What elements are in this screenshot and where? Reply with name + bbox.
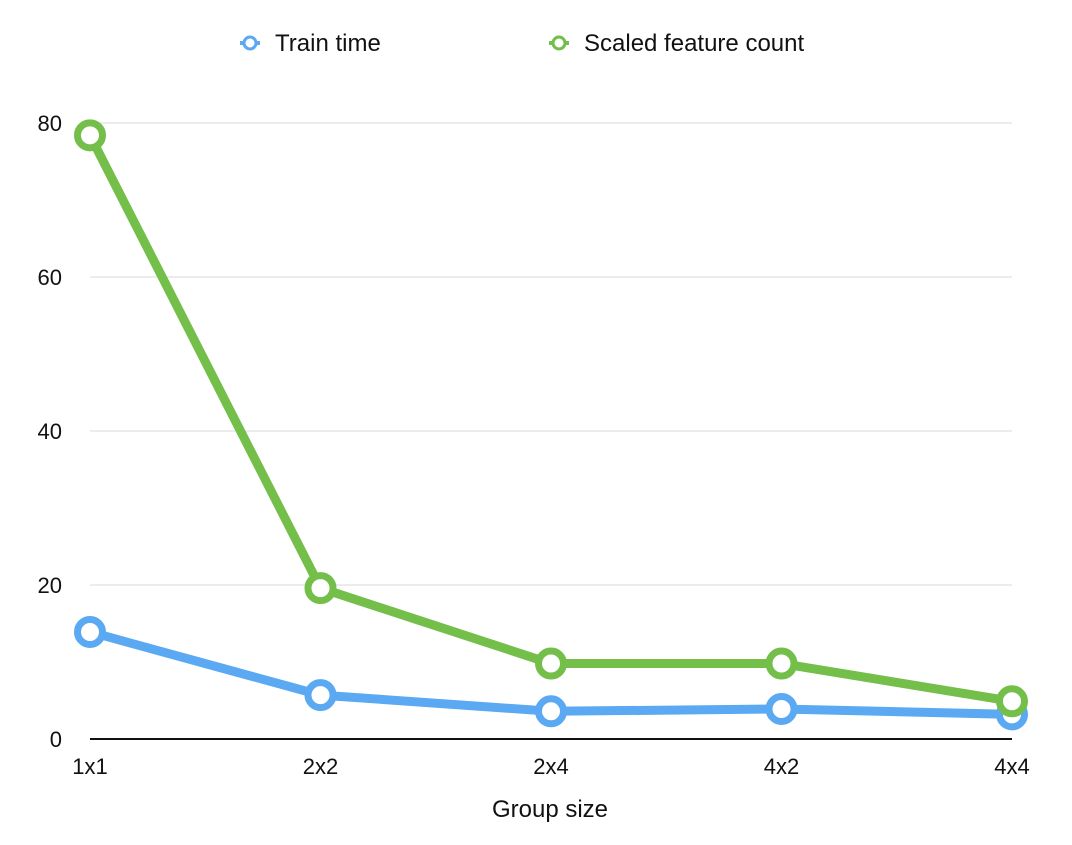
y-tick-label: 20 <box>38 573 62 598</box>
x-tick-label: 4x2 <box>764 754 799 779</box>
series-line <box>85 130 1017 706</box>
legend-label: Scaled feature count <box>584 30 804 57</box>
y-tick-label: 40 <box>38 419 62 444</box>
y-tick-label: 80 <box>38 111 62 136</box>
legend-marker-icon <box>551 35 567 51</box>
x-tick-label: 2x4 <box>533 754 568 779</box>
legend: Train time Scaled feature count <box>240 30 804 57</box>
series-1 <box>74 119 1028 718</box>
axes: 0 20 40 60 80 1x1 2x2 2x4 4x2 4x4 <box>38 111 1030 779</box>
x-tick-label: 2x2 <box>303 754 338 779</box>
legend-label: Train time <box>275 30 381 57</box>
series-lines <box>74 119 1028 731</box>
data-point <box>996 685 1028 718</box>
data-point <box>765 692 798 725</box>
y-tick-label: 0 <box>50 727 62 752</box>
legend-item: Scaled feature count <box>549 30 804 57</box>
y-tick-label: 60 <box>38 265 62 290</box>
x-tick-label: 1x1 <box>72 754 107 779</box>
x-axis-title: Group size <box>492 796 608 823</box>
data-point <box>74 615 106 648</box>
data-point <box>535 647 567 680</box>
legend-marker-icon <box>242 35 258 51</box>
data-point <box>74 119 106 152</box>
data-point <box>304 679 337 712</box>
data-point <box>304 572 337 605</box>
data-point <box>535 695 567 728</box>
legend-item: Train time <box>240 30 381 57</box>
x-tick-label: 4x4 <box>994 754 1029 779</box>
data-point <box>765 647 798 680</box>
gridlines <box>90 122 1012 586</box>
